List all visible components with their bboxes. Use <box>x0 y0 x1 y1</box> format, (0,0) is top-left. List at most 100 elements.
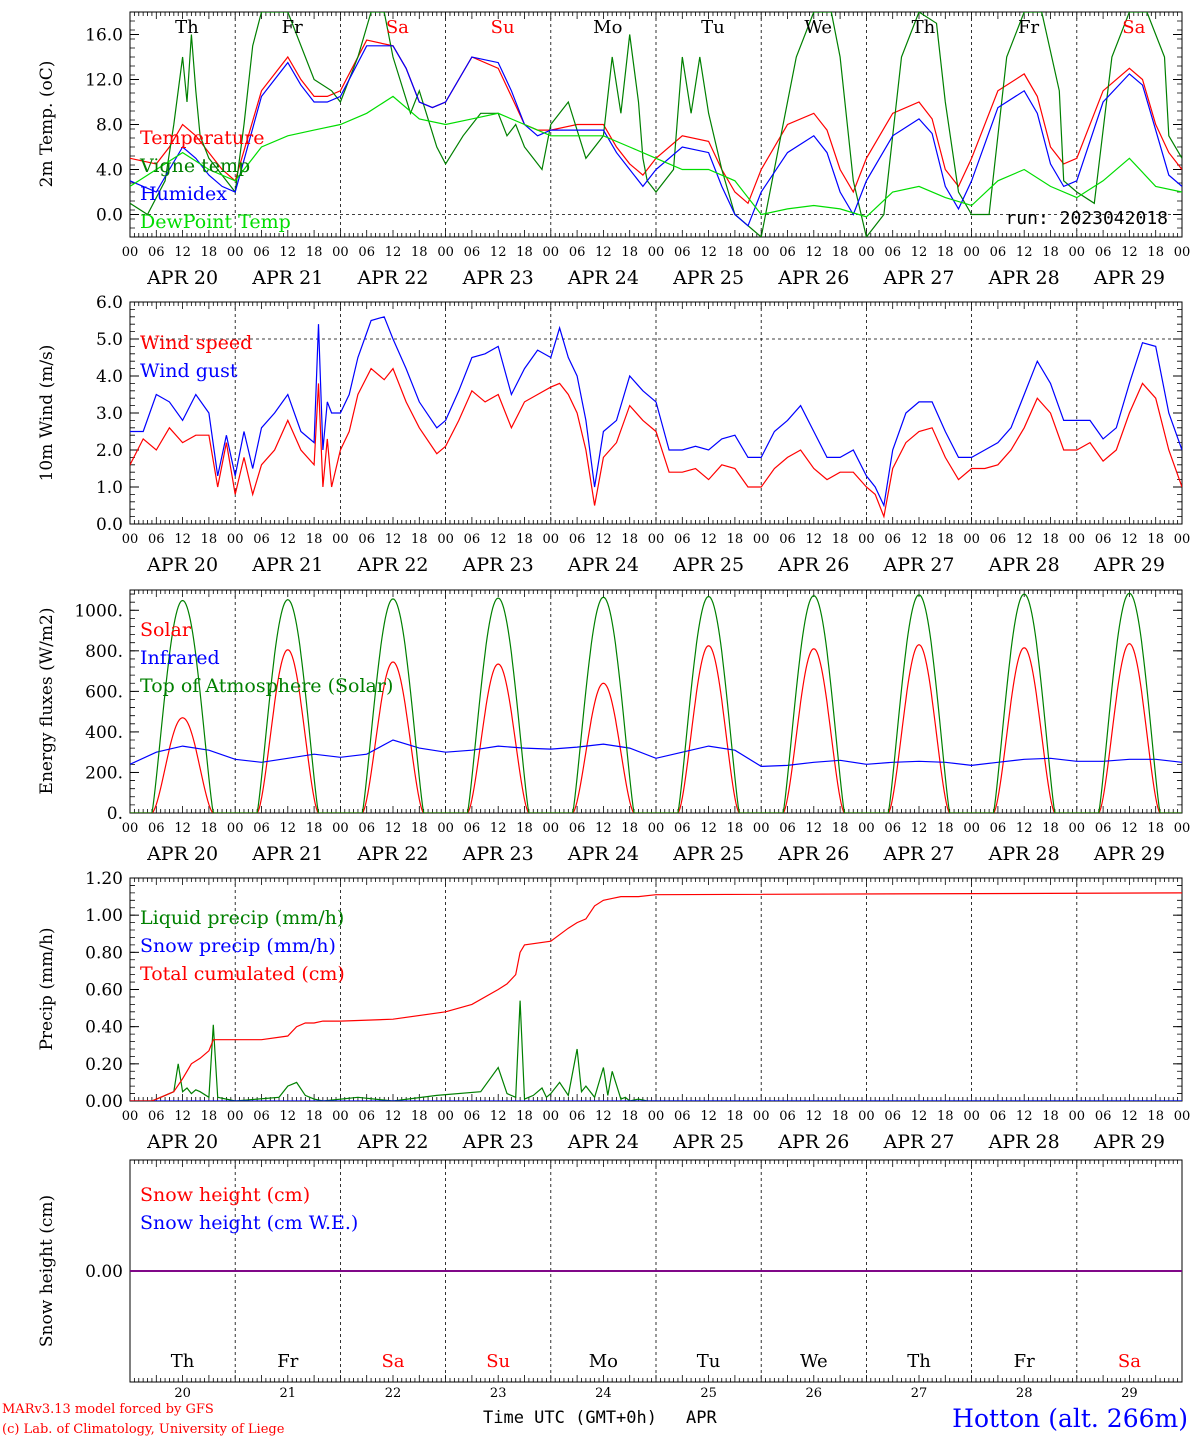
hour-tick-label: 00 <box>1069 245 1086 260</box>
date-label: APR 24 <box>567 843 639 865</box>
legend-entry: DewPoint Temp <box>140 211 291 233</box>
day-number-label: 21 <box>280 1386 297 1401</box>
date-label: APR 27 <box>882 554 954 576</box>
hour-tick-label: 12 <box>490 245 507 260</box>
hour-tick-label: 12 <box>385 245 402 260</box>
hour-tick-label: 18 <box>1147 532 1164 547</box>
hour-tick-label: 18 <box>1147 1109 1164 1124</box>
hour-tick-label: 06 <box>148 821 165 836</box>
y-tick-label: 1.20 <box>85 869 123 889</box>
day-number-label: 28 <box>1016 1386 1033 1401</box>
hour-tick-label: 06 <box>674 245 691 260</box>
x-minor-ticks <box>129 878 1183 1101</box>
hour-tick-label: 06 <box>464 245 481 260</box>
hour-tick-label: 12 <box>595 245 612 260</box>
hour-tick-label: 00 <box>227 821 244 836</box>
hour-tick-label: 12 <box>1016 1109 1033 1124</box>
hour-tick-label: 06 <box>884 532 901 547</box>
date-label: APR 29 <box>1093 267 1165 289</box>
y-tick-label: 800. <box>85 642 123 662</box>
hour-tick-label: 12 <box>385 532 402 547</box>
hour-tick-label: 06 <box>253 245 270 260</box>
hour-tick-label: 00 <box>648 821 665 836</box>
hour-tick-label: 18 <box>1147 821 1164 836</box>
plot-area <box>130 316 1182 519</box>
hour-tick-label: 00 <box>753 821 770 836</box>
hour-tick-label: 06 <box>148 245 165 260</box>
hour-tick-label: 18 <box>411 245 428 260</box>
hour-tick-label: 12 <box>1121 532 1138 547</box>
y-tick-label: 12.0 <box>85 71 123 91</box>
weekday-label: Fr <box>277 1351 298 1372</box>
hour-tick-label: 12 <box>806 1109 823 1124</box>
x-minor-ticks <box>129 12 1183 237</box>
y-tick-label: 0.20 <box>85 1055 123 1075</box>
date-label: APR 28 <box>988 1131 1060 1153</box>
credit-line-1: MARv3.13 model forced by GFS <box>2 1402 214 1417</box>
date-label: APR 21 <box>251 843 323 865</box>
hour-tick-label: 18 <box>1147 245 1164 260</box>
y-axis-label: Snow height (cm) <box>37 1195 57 1347</box>
hour-tick-label: 12 <box>911 532 928 547</box>
y-tick-label: 600. <box>85 682 123 702</box>
hour-tick-label: 12 <box>490 1109 507 1124</box>
legend-entry: Snow precip (mm/h) <box>140 935 336 957</box>
y-tick-label: 8.0 <box>96 116 123 136</box>
date-label: APR 28 <box>988 554 1060 576</box>
hour-tick-label: 06 <box>990 1109 1007 1124</box>
date-label: APR 25 <box>672 267 744 289</box>
hour-tick-label: 06 <box>253 1109 270 1124</box>
hour-tick-label: 00 <box>543 821 560 836</box>
hour-tick-label: 18 <box>516 821 533 836</box>
weekday-label: Mo <box>593 17 622 38</box>
hour-tick-label: 06 <box>674 532 691 547</box>
y-tick-label: 0.0 <box>96 515 123 535</box>
y-tick-label: 6.0 <box>96 293 123 313</box>
y-tick-label: 3.0 <box>96 404 123 424</box>
hour-tick-label: 06 <box>569 821 586 836</box>
hour-tick-label: 06 <box>464 1109 481 1124</box>
date-label: APR 23 <box>462 843 534 865</box>
legend-entry: Temperature <box>140 127 264 149</box>
y-minor-ticks <box>130 11 1182 238</box>
date-label: APR 20 <box>146 267 218 289</box>
day-number-label: 23 <box>490 1386 507 1401</box>
legend-entry: Snow height (cm) <box>140 1184 310 1206</box>
hour-tick-label: 18 <box>516 1109 533 1124</box>
legend-entry: Vigne temp <box>139 155 250 177</box>
y-tick-label: 0. <box>107 804 123 824</box>
series-temperature <box>130 39 1182 205</box>
day-number-label: 20 <box>174 1386 191 1401</box>
legend-entry: Infrared <box>140 647 220 669</box>
weekday-label: Sa <box>386 17 409 38</box>
weekday-label: Th <box>171 1351 195 1372</box>
date-label: APR 23 <box>462 1131 534 1153</box>
y-tick-label: 16.0 <box>85 26 123 46</box>
hour-tick-label: 00 <box>122 1109 139 1124</box>
x-minor-ticks <box>129 1160 1183 1382</box>
hour-tick-label: 00 <box>543 532 560 547</box>
day-number-label: 26 <box>806 1386 823 1401</box>
hour-tick-label: 00 <box>1069 532 1086 547</box>
hour-tick-label: 12 <box>1121 245 1138 260</box>
y-tick-label: 1.00 <box>85 906 123 926</box>
day-number-label: 29 <box>1121 1386 1138 1401</box>
date-label: APR 23 <box>462 554 534 576</box>
hour-tick-label: 12 <box>1121 821 1138 836</box>
hour-tick-label: 00 <box>648 532 665 547</box>
hour-tick-label: 00 <box>648 1109 665 1124</box>
hour-tick-label: 00 <box>122 821 139 836</box>
hour-tick-label: 00 <box>543 245 560 260</box>
hour-tick-label: 18 <box>411 821 428 836</box>
hour-tick-label: 18 <box>937 1109 954 1124</box>
hour-tick-label: 18 <box>937 532 954 547</box>
date-label: APR 20 <box>146 554 218 576</box>
y-axis-label: 2m Temp. (oC) <box>37 61 57 188</box>
hour-tick-label: 06 <box>1095 821 1112 836</box>
hour-tick-label: 18 <box>621 245 638 260</box>
hour-tick-label: 00 <box>437 821 454 836</box>
hour-tick-label: 12 <box>595 1109 612 1124</box>
weekday-label: Su <box>486 1351 510 1372</box>
y-tick-label: 0.40 <box>85 1018 123 1038</box>
hour-tick-label: 18 <box>832 821 849 836</box>
